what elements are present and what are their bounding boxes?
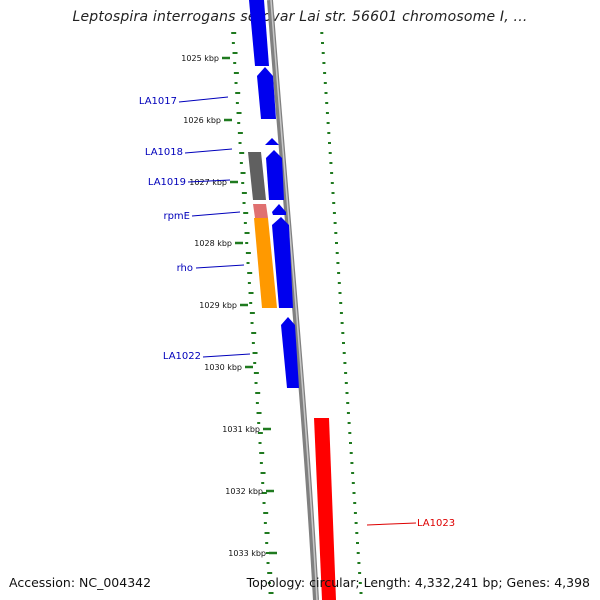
cds-reverse-1 [314, 418, 336, 600]
accession-text: Accession: NC_004342 [9, 575, 152, 590]
gene-leader-line [178, 96, 229, 103]
backbone [267, 0, 319, 600]
gene-label-rpme[interactable]: rpmE [163, 211, 190, 222]
topology-summary: Topology: circular; Length: 4,332,241 bp… [246, 575, 590, 590]
cds-forward-7 [281, 317, 299, 388]
cds-forward-6 [272, 217, 293, 308]
tick-label: 1032 kbp [225, 487, 263, 496]
tick-label: 1033 kbp [228, 549, 266, 558]
tick-label: 1027 kbp [189, 178, 227, 187]
gene-label-la1019[interactable]: LA1019 [148, 177, 186, 188]
cds-forward-4 [266, 150, 284, 200]
feature-blocks [248, 0, 336, 600]
cds-forward-1 [249, 0, 269, 66]
gene-leader-line [366, 522, 417, 526]
gene-labels: LA1017 LA1018 LA1019 rpmE rho LA1022 LA1023 [139, 96, 455, 529]
orange-block [254, 218, 277, 308]
rrna-block [253, 204, 268, 218]
gc-content-inner-track [231, 32, 274, 594]
gene-label-la1023[interactable]: LA1023 [417, 518, 455, 529]
gene-label-la1022[interactable]: LA1022 [163, 351, 201, 362]
gene-leader-line [202, 353, 251, 358]
gene-label-la1018[interactable]: LA1018 [145, 147, 183, 158]
tick-label: 1025 kbp [181, 54, 219, 63]
tick-labels: 1025 kbp 1026 kbp 1027 kbp 1028 kbp 1029 kbp… [181, 54, 277, 558]
cds-forward-5 [272, 204, 286, 215]
tick-label: 1029 kbp [199, 301, 237, 310]
cds-forward-2 [257, 67, 276, 119]
tick-label: 1031 kbp [222, 425, 260, 434]
gene-leader-line [184, 148, 233, 154]
cds-forward-3 [265, 138, 279, 145]
gene-label-la1017[interactable]: LA1017 [139, 96, 177, 107]
tick-label: 1030 kbp [204, 363, 242, 372]
gene-leader-line [191, 211, 241, 217]
tick-label: 1028 kbp [194, 239, 232, 248]
gene-leader-line [195, 264, 245, 269]
gene-leader-line [187, 179, 231, 183]
tick-label: 1026 kbp [183, 116, 221, 125]
gene-label-rho[interactable]: rho [177, 263, 193, 274]
gene-grey-block [248, 152, 266, 200]
map-title: Leptospira interrogans serovar Lai str. … [72, 9, 528, 25]
gc-content-outer-track [320, 32, 363, 594]
